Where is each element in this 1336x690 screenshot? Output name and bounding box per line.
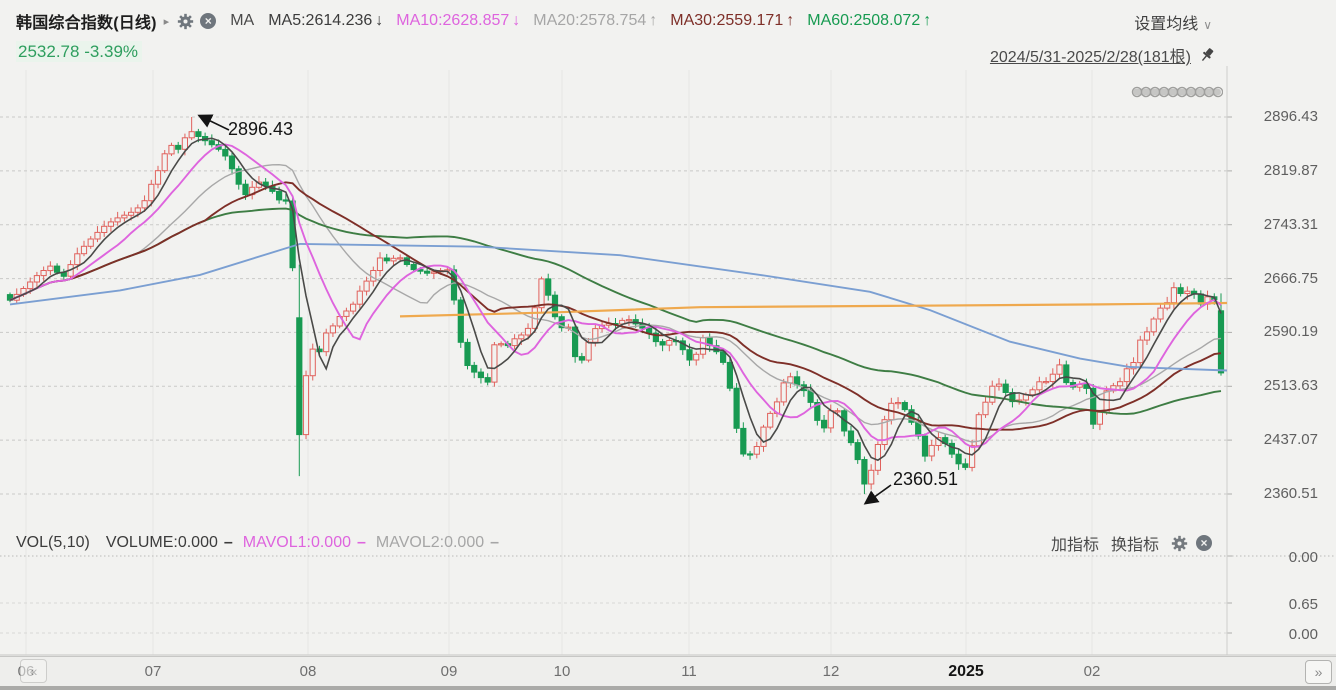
chart-title: 韩国综合指数(日线) — [16, 15, 157, 32]
time-axis-label-11: 11 — [681, 663, 697, 680]
volume-axis-label: 0.00 — [1288, 626, 1318, 643]
price-axis-label: 2819.87 — [1263, 161, 1318, 179]
x-axis-strip — [0, 656, 1336, 686]
close-indicator-icon[interactable]: × — [200, 13, 217, 29]
scroll-left-button[interactable]: « — [20, 659, 47, 683]
price-axis-label: 2437.07 — [1263, 431, 1318, 449]
pin-icon[interactable] — [1198, 46, 1216, 64]
volume-gear-icon[interactable] — [1171, 535, 1188, 552]
volume-legend-item-1: MAVOL1:0.000– — [242, 534, 366, 551]
price-axis-label: 2666.75 — [1263, 269, 1318, 287]
ma-group-label: MA — [230, 12, 255, 29]
time-axis-label-09: 09 — [440, 663, 458, 680]
current-price-change: 2532.78 -3.39% — [16, 41, 143, 62]
ma-legend-item-3[interactable]: MA30:2559.171 ↑ — [670, 12, 795, 29]
range-drag-handle[interactable] — [1131, 84, 1223, 100]
scroll-right-button[interactable]: » — [1305, 660, 1332, 684]
bottom-edge — [0, 686, 1336, 690]
time-axis-label-2025: 2025 — [948, 663, 984, 680]
ma-legend-item-1[interactable]: MA10:2628.857 ↓ — [396, 12, 521, 29]
time-axis-label-10: 10 — [553, 663, 571, 680]
ma-settings-button[interactable]: 设置均线 ∨ — [1134, 16, 1212, 33]
price-axis-label: 2896.43 — [1263, 108, 1318, 125]
long-term-ma-blue — [9, 242, 1227, 372]
chevron-down-icon: ∨ — [1203, 18, 1212, 32]
volume-legend-item-2: MAVOL2:0.000– — [375, 534, 500, 551]
price-axis-label: 2513.63 — [1263, 377, 1318, 395]
price-axis-label: 2360.51 — [1263, 485, 1318, 502]
volume-axis-label: 0.65 — [1288, 596, 1318, 613]
ma-legend-item-2[interactable]: MA20:2578.754 ↑ — [533, 12, 658, 29]
gear-icon[interactable] — [177, 13, 194, 30]
ma-legend-item-0[interactable]: MA5:2614.236 ↓ — [268, 12, 384, 29]
price-annotation-0: 2896.43 — [228, 119, 294, 139]
volume-axis-label: 0.00 — [1288, 549, 1318, 566]
add-indicator-button[interactable]: 加指标 — [1050, 537, 1099, 554]
price-axis-label: 2743.31 — [1263, 215, 1318, 233]
time-axis-label-02: 02 — [1083, 663, 1101, 680]
price-axis-label: 2590.19 — [1263, 323, 1318, 341]
volume-close-icon[interactable]: × — [1196, 535, 1212, 551]
time-axis-label-08: 08 — [299, 663, 317, 680]
date-range-link[interactable]: 2024/5/31-2025/2/28(181根) — [989, 49, 1191, 66]
price-annotation-1: 2360.51 — [893, 469, 959, 489]
ma-legend-item-4[interactable]: MA60:2508.072 ↑ — [807, 12, 932, 29]
title-caret-icon[interactable]: ▸ — [163, 15, 170, 28]
switch-indicator-button[interactable]: 换指标 — [1110, 537, 1159, 554]
volume-legend-item-0: VOLUME:0.000– — [105, 534, 233, 551]
volume-indicator-label: VOL(5,10) — [16, 534, 90, 551]
long-term-ma-orange — [399, 301, 1227, 318]
time-axis-label-07: 07 — [144, 663, 162, 680]
time-axis-label-12: 12 — [822, 663, 840, 680]
